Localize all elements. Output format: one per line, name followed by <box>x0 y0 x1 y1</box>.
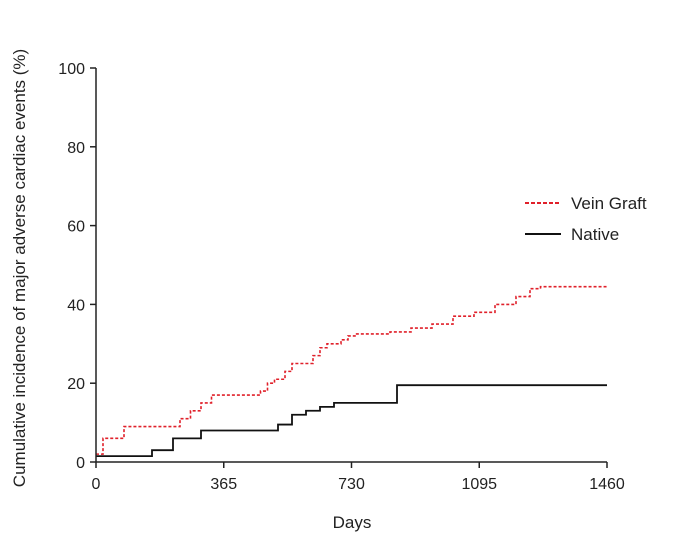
x-tick-label: 1095 <box>461 476 497 493</box>
legend: Vein Graft Native <box>525 194 647 244</box>
legend-label: Native <box>571 225 619 244</box>
y-tick-label: 80 <box>67 140 85 157</box>
y-tick-label: 60 <box>67 219 85 236</box>
y-axis-title: Cumulative incidence of major adverse ca… <box>10 49 29 487</box>
x-tick-label: 730 <box>338 476 365 493</box>
y-tick-label: 20 <box>67 376 85 393</box>
y-tick-label: 0 <box>76 455 85 472</box>
x-tick-label: 365 <box>210 476 237 493</box>
legend-label: Vein Graft <box>571 194 647 213</box>
plot-area <box>96 285 607 457</box>
series-line-native <box>96 384 607 457</box>
axes: 0 20 40 60 80 100 0 365 730 1095 1460 <box>58 61 625 493</box>
y-tick-label: 40 <box>67 297 85 314</box>
y-tick-label: 100 <box>58 61 85 78</box>
x-tick-label: 1460 <box>589 476 625 493</box>
series-line-vein-graft <box>96 285 607 455</box>
x-axis-title: Days <box>333 513 372 532</box>
x-tick-label: 0 <box>92 476 101 493</box>
